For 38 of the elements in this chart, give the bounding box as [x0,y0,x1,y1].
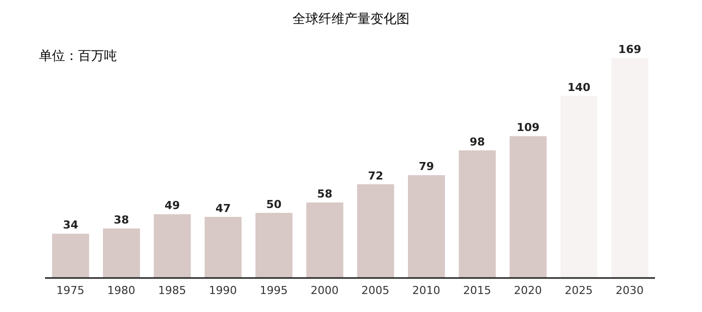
bar [154,214,191,278]
bar [560,96,598,278]
data-label: 169 [618,43,642,56]
data-label: 38 [114,214,130,227]
data-label: 47 [215,202,231,215]
x-tick-label: 2020 [514,284,542,297]
data-label: 49 [164,199,180,212]
bar [306,202,344,278]
bar [357,184,394,278]
x-tick-label: 2010 [412,284,440,297]
data-label: 140 [567,80,591,94]
chart-title: 全球纤维产量变化图 [292,11,410,28]
bar [458,150,496,278]
x-tick-label: 2030 [616,284,644,297]
x-tick-label: 1995 [260,284,288,297]
x-tick-label: 2015 [463,284,492,297]
bar [102,228,140,278]
data-label: 34 [62,218,79,232]
x-tick-label: 2000 [310,284,339,297]
bar [611,58,648,278]
bar [408,175,445,278]
data-label: 98 [470,135,485,148]
x-tick-label: 2025 [564,284,593,297]
x-tick-label: 1975 [56,284,84,297]
bar [204,216,242,278]
x-tick-label: 1985 [158,284,186,297]
x-tick-label: 1990 [208,284,237,297]
x-tick-label: 1980 [107,284,136,297]
data-label: 79 [418,160,434,174]
data-label: 58 [317,187,332,200]
data-label: 72 [368,169,384,182]
data-label: 50 [266,198,282,211]
bar [510,136,547,278]
data-label: 109 [516,121,540,134]
y-axis-title: 单位：百万吨 [39,48,117,65]
x-tick-label: 2005 [361,284,390,297]
bar [255,212,292,278]
bar [52,234,90,278]
